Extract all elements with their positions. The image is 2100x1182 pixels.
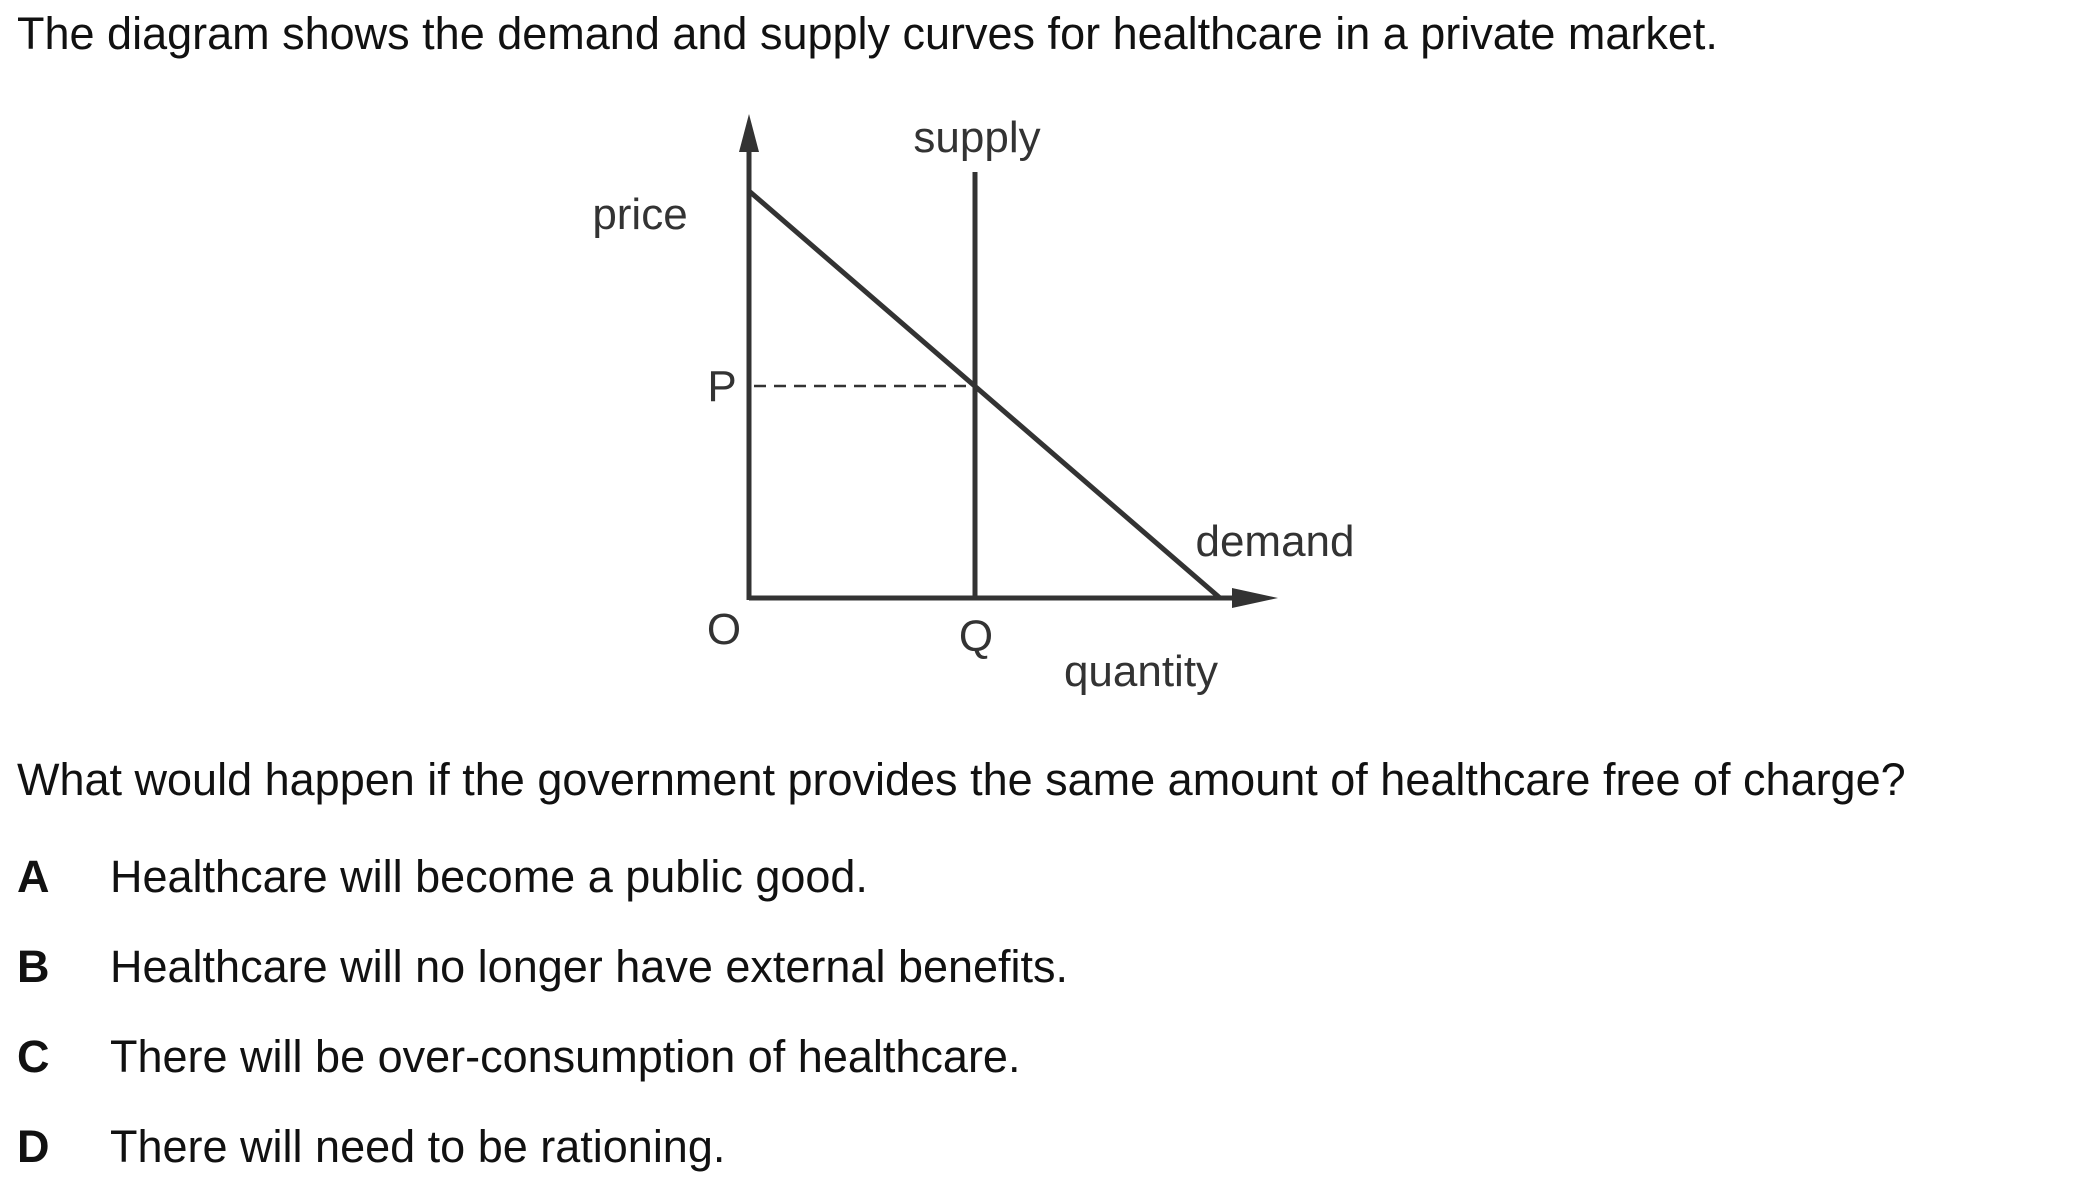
intro-text: The diagram shows the demand and supply … — [17, 8, 1718, 59]
origin-label: O — [707, 605, 741, 654]
price-axis-arrowhead — [739, 114, 759, 152]
option-letter: B — [17, 941, 50, 992]
option-letter: D — [17, 1121, 50, 1172]
price-point-label: P — [707, 362, 736, 411]
price-label: price — [592, 190, 687, 239]
quantity-point-label: Q — [959, 612, 993, 661]
demand-supply-diagram: supply price P demand O Q quantity — [592, 113, 1354, 696]
option-text: Healthcare will no longer have external … — [110, 941, 1069, 992]
demand-label: demand — [1195, 517, 1354, 566]
option-text: There will be over-consumption of health… — [110, 1031, 1021, 1082]
option-letter: A — [17, 851, 50, 902]
demand-curve — [747, 189, 1222, 600]
quantity-label: quantity — [1064, 647, 1218, 696]
option-text: Healthcare will become a public good. — [110, 851, 868, 902]
option-text: There will need to be rationing. — [110, 1121, 726, 1172]
question-text: What would happen if the government prov… — [17, 754, 1906, 805]
quantity-axis-arrowhead — [1232, 588, 1278, 608]
supply-label: supply — [913, 113, 1040, 162]
option-letter: C — [17, 1031, 50, 1082]
